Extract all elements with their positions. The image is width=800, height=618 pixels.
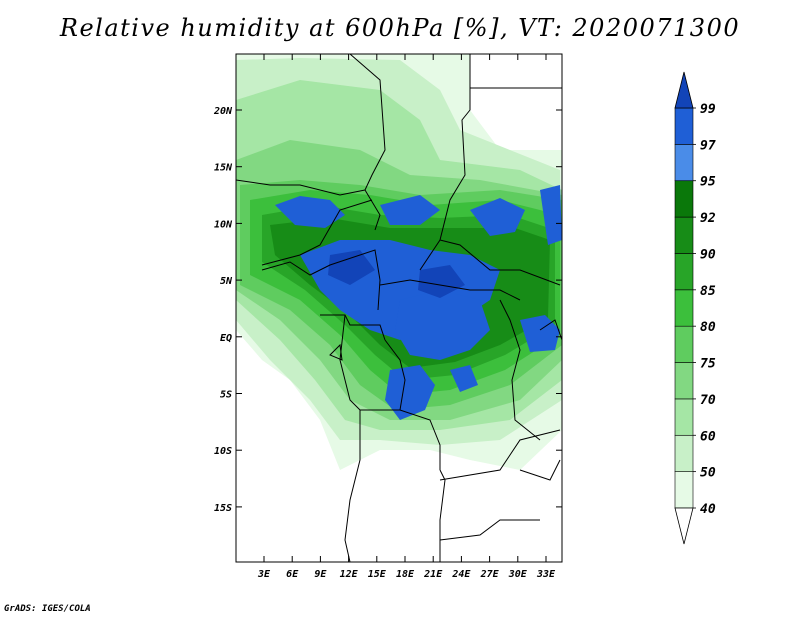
lon-label: 15E <box>368 569 387 580</box>
colorbar-box <box>674 289 694 327</box>
colorbar-label: 60 <box>700 429 716 444</box>
colorbar-box <box>674 398 694 436</box>
colorbar-label: 75 <box>700 357 716 372</box>
colorbar-label: 80 <box>700 320 716 335</box>
lat-label: 15S <box>214 503 232 514</box>
colorbar-label: 90 <box>700 247 716 262</box>
map-frame <box>235 53 563 563</box>
lat-label: 15N <box>214 163 233 174</box>
colorbar-label: 40 <box>700 502 716 517</box>
lat-label: 10S <box>214 446 232 457</box>
lon-label: 33E <box>536 569 556 580</box>
lat-label: EQ <box>220 333 232 344</box>
lat-label: 10N <box>214 219 233 230</box>
lon-label: 9E <box>314 569 327 580</box>
lon-label: 24E <box>451 569 471 580</box>
colorbar-low-arrow <box>674 507 694 545</box>
latitude-axis: 20N 15N 10N 5N EQ 5S 10S 15S <box>213 106 562 514</box>
longitude-axis: 3E 6E 9E 12E 15E 18E 21E 24E 27E 30E 33E <box>257 54 556 580</box>
colorbar-label: 85 <box>700 284 716 299</box>
colorbar-label: 70 <box>700 393 716 408</box>
colorbar-box <box>674 434 694 472</box>
grads-credit: GrADS: IGES/COLA <box>4 604 91 614</box>
colorbar-label: 97 <box>700 138 716 153</box>
country-borders <box>236 54 562 562</box>
chart-title: Relative humidity at 600hPa [%], VT: 202… <box>59 14 741 42</box>
lon-label: 3E <box>257 569 271 580</box>
colorbar-label: 99 <box>700 102 716 117</box>
colorbar-box <box>674 216 694 254</box>
colorbar-box <box>674 253 694 291</box>
lat-label: 20N <box>213 106 233 117</box>
lon-label: 6E <box>286 569 299 580</box>
colorbar: 40 50 60 70 75 80 85 90 92 95 97 99 <box>674 71 716 545</box>
colorbar-box <box>674 180 694 218</box>
lat-label: 5S <box>220 390 232 401</box>
lon-label: 12E <box>340 569 359 580</box>
colorbar-high-arrow <box>674 71 694 109</box>
colorbar-label: 50 <box>700 466 716 481</box>
colorbar-box <box>674 144 694 182</box>
lon-label: 18E <box>396 569 415 580</box>
lon-label: 21E <box>423 569 443 580</box>
colorbar-label: 92 <box>700 211 716 226</box>
colorbar-label: 95 <box>700 175 716 190</box>
colorbar-box <box>674 471 694 509</box>
lon-label: 27E <box>480 569 500 580</box>
lat-label: 5N <box>220 276 233 287</box>
colorbar-box <box>674 325 694 363</box>
colorbar-box <box>674 362 694 400</box>
humidity-field <box>236 54 562 562</box>
colorbar-box <box>674 107 694 145</box>
lon-label: 30E <box>508 569 528 580</box>
